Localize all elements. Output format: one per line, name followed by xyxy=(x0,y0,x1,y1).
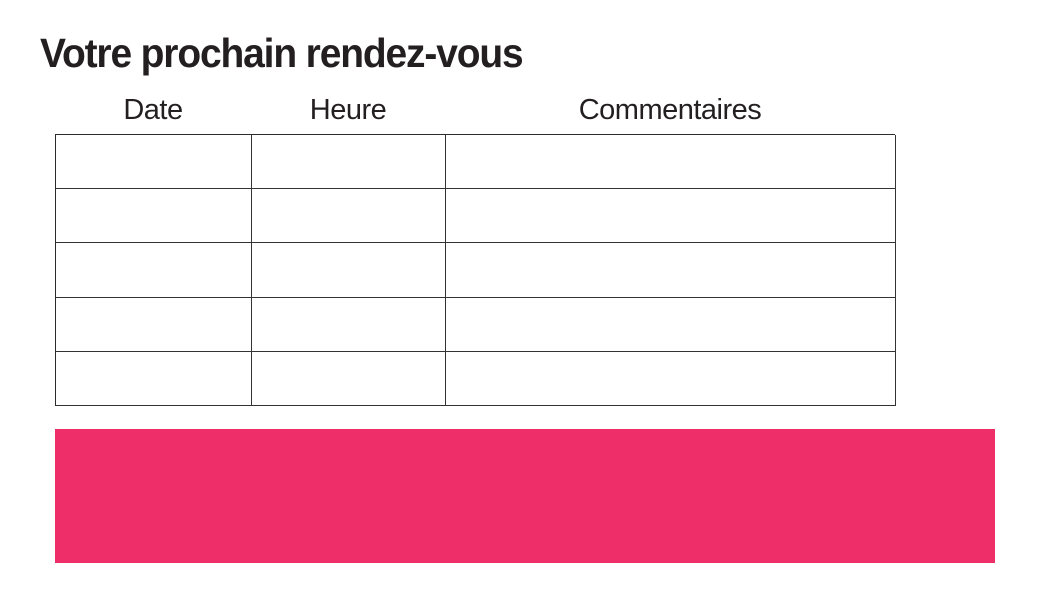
column-header-date: Date xyxy=(123,94,183,126)
table-cell-commentaires xyxy=(446,351,896,406)
appointments-table xyxy=(55,134,896,406)
table-cell-heure xyxy=(252,135,446,190)
table-cell-heure xyxy=(252,189,446,244)
table-header-row: Date Heure Commentaires xyxy=(55,86,895,128)
table-cell-heure xyxy=(252,297,446,352)
table-cell-heure xyxy=(252,351,446,406)
column-header-commentaires: Commentaires xyxy=(578,94,762,126)
table-cell-date xyxy=(56,351,252,406)
table-cell-commentaires xyxy=(446,297,896,352)
page-title: Votre prochain rendez-vous xyxy=(40,30,524,76)
table-cell-commentaires xyxy=(446,189,896,244)
table-cell-date xyxy=(56,297,252,352)
table-cell-date xyxy=(56,135,252,190)
table-cell-date xyxy=(56,189,252,244)
table-cell-commentaires xyxy=(446,243,896,298)
table-cell-heure xyxy=(252,243,446,298)
table-cell-date xyxy=(56,243,252,298)
highlight-banner xyxy=(55,429,995,563)
column-header-heure: Heure xyxy=(309,94,387,126)
table-cell-commentaires xyxy=(446,135,896,190)
